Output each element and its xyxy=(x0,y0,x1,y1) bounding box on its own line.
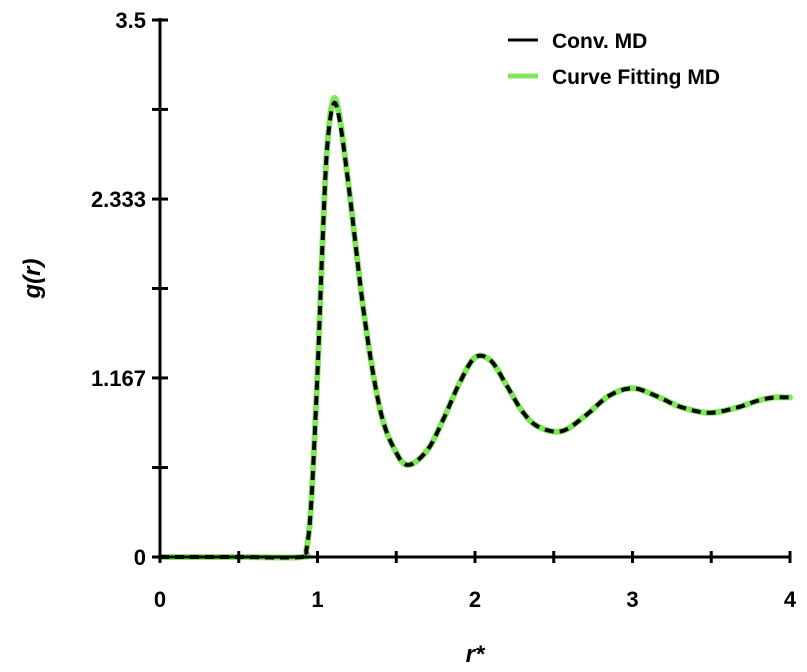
plot-series-layer xyxy=(157,94,793,561)
y-tick-label: 0 xyxy=(134,545,146,570)
x-axis-title: r* xyxy=(466,641,486,668)
legend-entry-curve-fitting-md-label: Curve Fitting MD xyxy=(552,66,720,89)
x-tick-label: 1 xyxy=(311,587,323,612)
y-tick-label: 1.167 xyxy=(91,366,146,391)
legend-entry-conv-md-label: Conv. MD xyxy=(552,30,647,53)
ticks-layer: 0 1 2 3 4 0 1.167 2.333 3.5 r* g(r) xyxy=(19,8,797,668)
axes-layer xyxy=(158,18,790,559)
y-axis-title: g(r) xyxy=(19,259,46,300)
x-tick-label: 4 xyxy=(784,587,797,612)
x-tick-label: 0 xyxy=(154,587,166,612)
legend: Conv. MD Curve Fitting MD xyxy=(508,30,720,89)
x-tick-label: 2 xyxy=(469,587,481,612)
y-tick-label: 2.333 xyxy=(91,187,146,212)
y-tick-label: 3.5 xyxy=(115,8,146,33)
series-line-curve-fitting-md xyxy=(157,94,793,561)
x-tick-label: 3 xyxy=(626,587,638,612)
series-line-conv-md xyxy=(159,100,791,560)
